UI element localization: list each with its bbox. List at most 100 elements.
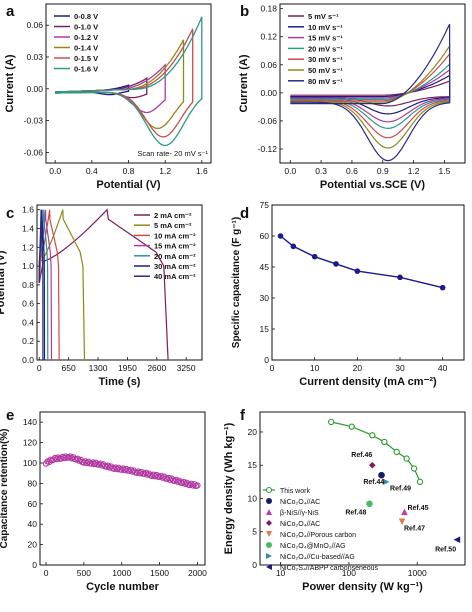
this-work-line — [331, 421, 421, 483]
x-tick-label: 3250 — [177, 363, 196, 373]
y-axis-label: Current (A) — [4, 54, 16, 112]
x-tick-label: 1000 — [112, 568, 131, 578]
y-tick-label: 1.0 — [22, 261, 34, 271]
y-tick-label: 5 — [252, 527, 257, 537]
gcd-curve-6 — [38, 209, 44, 360]
ref-label: Ref.49 — [390, 485, 411, 492]
x-tick-label: 10 — [310, 363, 320, 373]
retention-point — [118, 466, 125, 473]
y-tick-label: 1.4 — [22, 223, 34, 233]
panel-letter-d: d — [240, 205, 249, 222]
plot-frame — [271, 204, 465, 361]
y-tick-label: 0.06 — [26, 20, 43, 30]
y-tick-label: 15 — [248, 460, 258, 470]
legend-label: 50 mV s⁻¹ — [308, 66, 343, 75]
x-tick-label: 0.8 — [123, 166, 135, 176]
retention-point — [104, 462, 112, 469]
plot-area — [38, 208, 169, 360]
retention-point — [80, 459, 88, 466]
ref-label: Ref.48 — [345, 509, 366, 516]
x-tick-label: 1.2 — [408, 166, 420, 176]
x-tick-label: 1300 — [89, 363, 108, 373]
capacitance-point — [354, 268, 361, 274]
retention-point — [194, 482, 201, 489]
x-tick-label: 0.3 — [315, 166, 327, 176]
cv-curve-1 — [55, 77, 148, 99]
plot-area — [290, 23, 451, 162]
legend-label: 20 mA cm⁻² — [154, 252, 196, 261]
panel-letter-f: f — [240, 407, 246, 424]
panel-letter-a: a — [6, 3, 15, 20]
legend-f: This work NiCo₂O₄//AC β-NiS//γ-NiS NiCo₂O₄/… — [263, 486, 379, 572]
retention-point — [186, 481, 194, 489]
marker-triangle-right — [382, 478, 390, 486]
legend-label: 10 mA cm⁻² — [154, 231, 196, 240]
x-tick-label: 2000 — [188, 568, 207, 578]
x-tick-label: 500 — [77, 568, 91, 578]
x-tick-label: 0 — [44, 568, 49, 578]
y-tick-label: 0.6 — [22, 299, 34, 309]
x-tick-label: 650 — [62, 363, 76, 373]
x-tick-label: 0.0 — [284, 166, 296, 176]
capacitance-point — [290, 243, 297, 250]
y-axis-label: Potential (V) — [0, 250, 7, 315]
y-tick-label: -0.12 — [258, 144, 278, 154]
y-tick-label: 0.00 — [260, 88, 277, 98]
panel-letter-e: e — [6, 407, 14, 424]
marker-diamond — [266, 520, 272, 526]
y-tick-label: 10 — [248, 493, 258, 503]
y-tick-label: 100 — [23, 458, 37, 468]
panel-a: a 0.0 0.4 0.8 1.2 1.6 -0.06 -0.03 0.00 0.03 0.06 Po… — [4, 3, 212, 191]
cv-curve-6 — [290, 23, 451, 162]
retention-point — [151, 473, 159, 480]
scan-rate-annotation: Scan rate- 20 mV s⁻¹ — [137, 149, 208, 158]
retention-point — [142, 469, 150, 476]
x-tick-label: 0.4 — [86, 166, 98, 176]
x-tick-label: 1.6 — [196, 166, 208, 176]
retention-point — [189, 482, 197, 489]
retention-point — [53, 455, 60, 463]
plot-frame — [279, 3, 466, 164]
x-axis-label: Time (s) — [99, 376, 141, 388]
this-work-point — [410, 465, 418, 472]
y-tick-label: 60 — [260, 231, 270, 241]
x-tick-label: 1.5 — [439, 166, 451, 176]
x-tick-label: 1000 — [408, 568, 427, 578]
retention-point — [62, 453, 69, 460]
y-tick-label: 60 — [28, 499, 38, 509]
marker-triangle-down — [398, 518, 406, 526]
retention-point — [180, 478, 187, 486]
y-tick-label: 20 — [248, 427, 258, 437]
y-tick-label: -0.06 — [24, 147, 44, 157]
legend-label: 0-1.4 V — [74, 44, 98, 53]
y-tick-label: 0.06 — [260, 60, 277, 70]
y-tick-label: 0 — [32, 560, 37, 570]
plot-area — [328, 418, 461, 544]
panel-letter-c: c — [6, 205, 14, 222]
y-tick-label: 120 — [23, 438, 37, 448]
ref-label: Ref.50 — [435, 547, 456, 554]
y-tick-label: 0.12 — [260, 32, 277, 42]
marker-triangle-left — [453, 536, 461, 544]
retention-point — [91, 460, 98, 468]
x-tick-label: 0 — [270, 363, 275, 373]
cv-curve-2 — [55, 63, 166, 114]
this-work-point — [393, 448, 400, 456]
retention-point — [114, 465, 121, 473]
capacitance-point — [333, 261, 339, 267]
y-tick-label: 20 — [28, 540, 38, 550]
x-axis-label: Cycle number — [86, 581, 159, 593]
legend-label: 0-1.5 V — [74, 54, 98, 63]
x-tick-label: 0.0 — [49, 166, 61, 176]
x-tick-label: 0.6 — [346, 166, 358, 176]
y-tick-label: 75 — [260, 200, 270, 210]
legend-label: 15 mA cm⁻² — [154, 242, 196, 251]
y-tick-label: -0.03 — [24, 116, 44, 126]
legend-swatch-marker — [265, 486, 273, 494]
capacitance-point — [439, 284, 446, 291]
legend-label: 0-1.2 V — [74, 33, 98, 42]
retention-point — [111, 465, 118, 472]
plot-area — [277, 233, 446, 291]
ref-label: Ref.47 — [404, 525, 425, 532]
retention-point — [173, 476, 180, 484]
